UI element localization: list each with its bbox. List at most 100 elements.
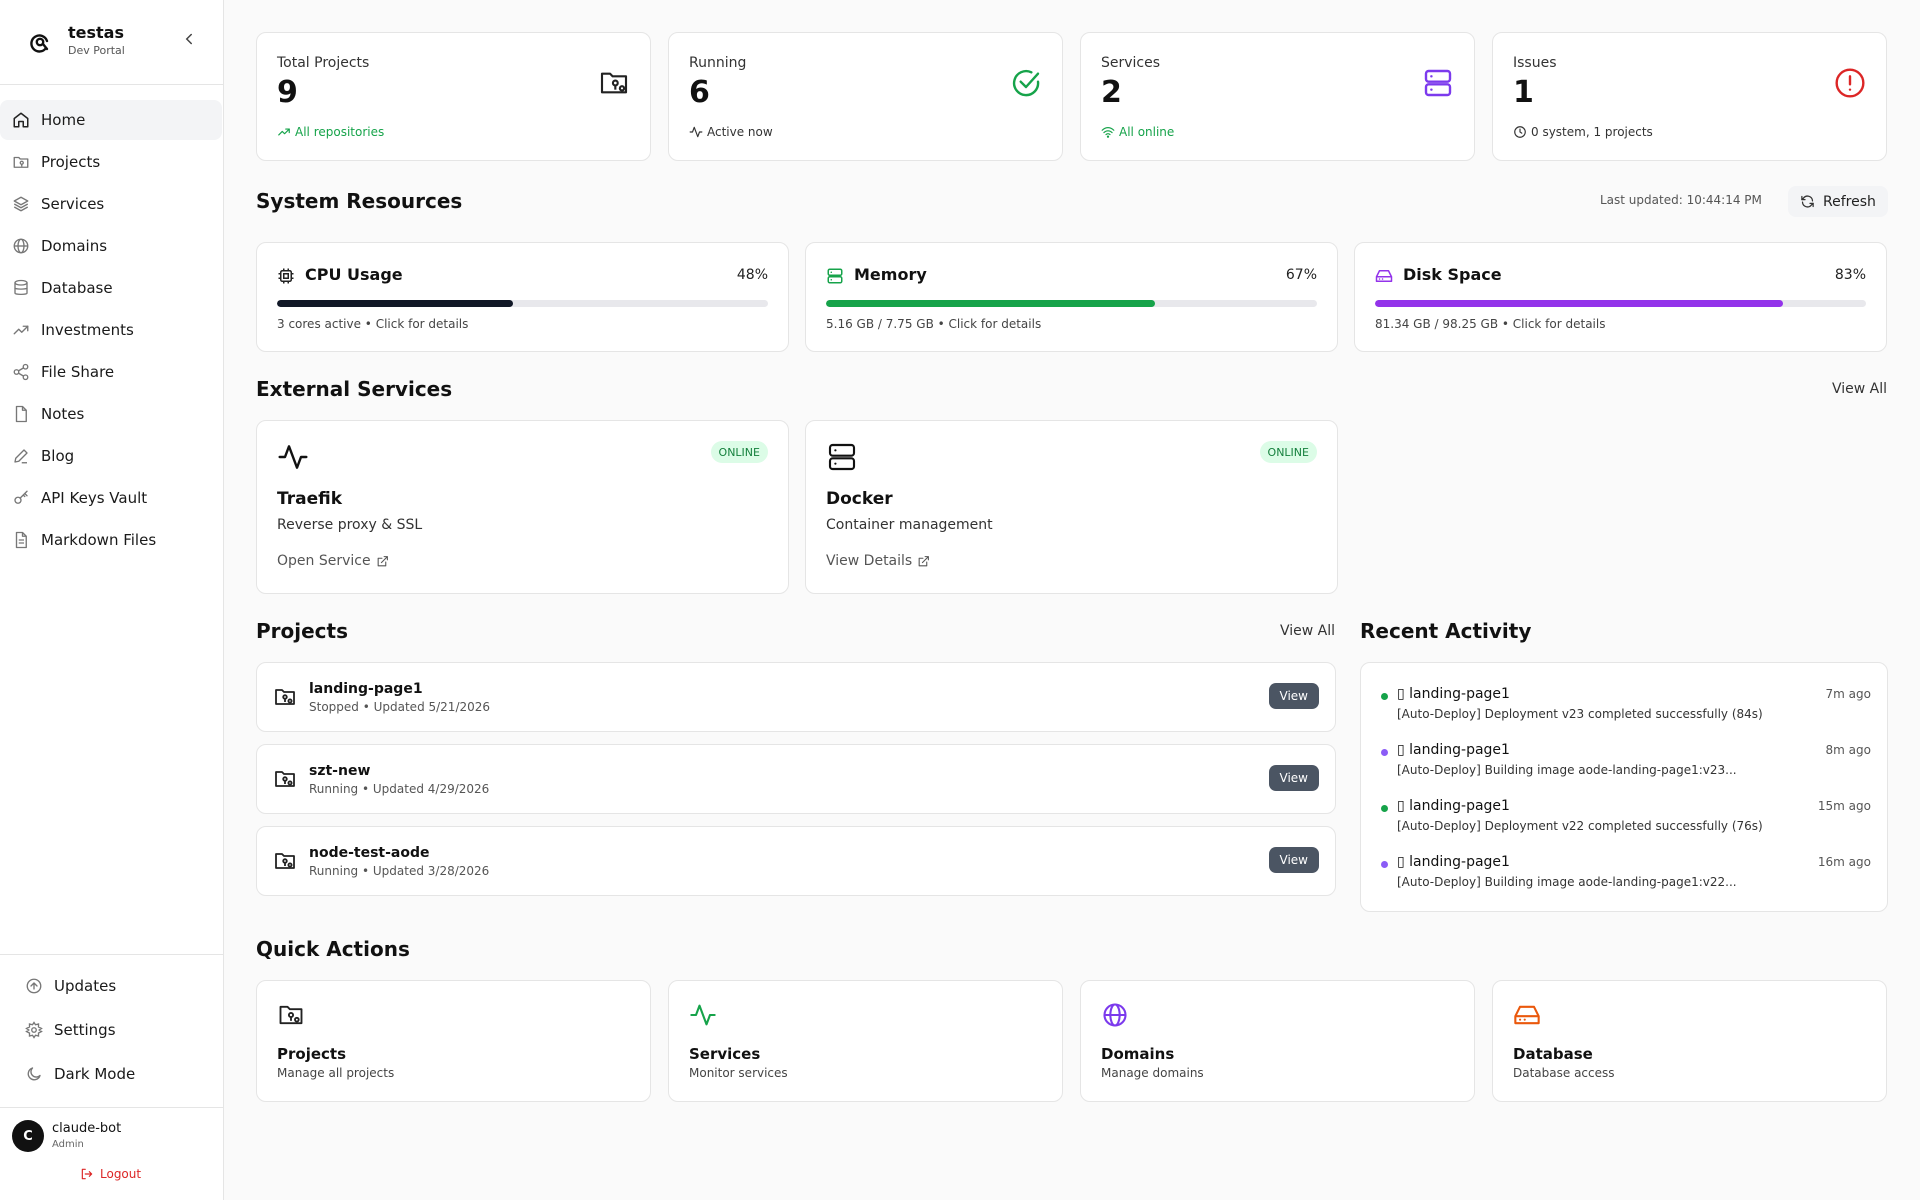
chevron-left-icon[interactable] bbox=[180, 30, 198, 48]
logout-button[interactable]: Logout bbox=[80, 1164, 141, 1184]
quick-action-database[interactable]: Database Database access bbox=[1492, 980, 1887, 1102]
activity-item[interactable]: ▯ landing-page1 15m ago [Auto-Deploy] De… bbox=[1381, 797, 1871, 847]
sidebar-item-services[interactable]: Services bbox=[0, 184, 222, 224]
sidebar-item-projects[interactable]: Projects bbox=[0, 142, 222, 182]
trending-up-icon bbox=[13, 325, 29, 335]
folder-git-icon bbox=[279, 1005, 303, 1025]
resource-detail: 5.16 GB / 7.75 GB • Click for details bbox=[826, 317, 1042, 331]
open-service-label: Open Service bbox=[277, 553, 371, 569]
sidebar-item-api-keys-vault[interactable]: API Keys Vault bbox=[0, 478, 222, 518]
brand-name: testas bbox=[68, 23, 124, 42]
sidebar-item-label: Database bbox=[41, 279, 113, 297]
activity-card: ▯ landing-page1 7m ago [Auto-Deploy] Dep… bbox=[1360, 662, 1888, 912]
activity-item[interactable]: ▯ landing-page1 16m ago [Auto-Deploy] Bu… bbox=[1381, 853, 1871, 903]
project-row-node-test-aode[interactable]: node-test-aode Running • Updated 3/28/20… bbox=[256, 826, 1336, 896]
activity-project: ▯ landing-page1 bbox=[1397, 798, 1510, 814]
external-link-icon bbox=[918, 555, 930, 566]
activity-message: [Auto-Deploy] Building image aode-landin… bbox=[1397, 763, 1737, 777]
section-title-projects: Projects bbox=[256, 619, 349, 643]
key-icon bbox=[14, 490, 28, 504]
view-project-button[interactable]: View bbox=[1268, 847, 1319, 873]
external-view-all-link[interactable]: View All bbox=[1832, 381, 1888, 397]
stat-label: Services bbox=[1101, 55, 1161, 71]
activity-time: 16m ago bbox=[1817, 855, 1871, 869]
project-row-szt-new[interactable]: szt-new Running • Updated 4/29/2026 View bbox=[256, 744, 1336, 814]
resource-card-memory[interactable]: Memory 67% 5.16 GB / 7.75 GB • Click for… bbox=[805, 242, 1338, 352]
project-meta: Running • Updated 4/29/2026 bbox=[309, 782, 490, 796]
service-name: Traefik bbox=[277, 489, 343, 509]
activity-message: [Auto-Deploy] Deployment v22 completed s… bbox=[1397, 819, 1763, 833]
sidebar-item-notes[interactable]: Notes bbox=[0, 394, 222, 434]
project-name: node-test-aode bbox=[309, 845, 430, 861]
section-title-system-resources: System Resources bbox=[256, 189, 463, 213]
resource-detail: 81.34 GB / 98.25 GB • Click for details bbox=[1375, 317, 1606, 331]
sidebar-item-blog[interactable]: Blog bbox=[0, 436, 222, 476]
refresh-button[interactable]: Refresh bbox=[1788, 186, 1888, 217]
view-project-button[interactable]: View bbox=[1268, 683, 1319, 709]
sidebar-divider bbox=[0, 954, 223, 955]
resource-percent: 48% bbox=[736, 267, 768, 283]
sidebar-item-home[interactable]: Home bbox=[0, 100, 222, 140]
quick-action-description: Monitor services bbox=[689, 1066, 788, 1080]
activity-message: [Auto-Deploy] Deployment v23 completed s… bbox=[1397, 707, 1763, 721]
stat-foot: All repositories bbox=[277, 125, 384, 139]
sidebar-item-label: File Share bbox=[41, 363, 115, 381]
gear-icon bbox=[25, 1021, 43, 1039]
service-description: Container management bbox=[826, 517, 993, 533]
activity-dot bbox=[1381, 861, 1388, 868]
stat-card-total-projects: Total Projects 9 All repositories bbox=[256, 32, 651, 161]
sidebar-item-file-share[interactable]: File Share bbox=[0, 352, 222, 392]
sidebar-item-label: Projects bbox=[41, 153, 101, 171]
dark-mode-toggle[interactable]: Dark Mode bbox=[22, 1059, 212, 1089]
resource-card-disk[interactable]: Disk Space 83% 81.34 GB / 98.25 GB • Cli… bbox=[1354, 242, 1887, 352]
refresh-icon bbox=[1801, 195, 1814, 208]
updates-button[interactable]: Updates bbox=[22, 971, 212, 1001]
quick-action-projects[interactable]: Projects Manage all projects bbox=[256, 980, 651, 1102]
view-details-link[interactable]: View Details bbox=[826, 553, 930, 569]
external-link-icon bbox=[377, 555, 388, 566]
service-description: Reverse proxy & SSL bbox=[277, 517, 423, 533]
sidebar-item-markdown-files[interactable]: Markdown Files bbox=[0, 520, 222, 560]
folder-git-icon bbox=[13, 156, 29, 168]
open-service-link[interactable]: Open Service bbox=[277, 553, 389, 569]
trending-up-icon bbox=[278, 128, 290, 136]
stat-value: 1 bbox=[1513, 75, 1534, 110]
sidebar-item-database[interactable]: Database bbox=[0, 268, 222, 308]
quick-action-title: Services bbox=[689, 1045, 761, 1063]
user-role: Admin bbox=[52, 1139, 84, 1150]
resource-title: Disk Space bbox=[1403, 265, 1502, 284]
quick-action-services[interactable]: Services Monitor services bbox=[668, 980, 1063, 1102]
sidebar-item-label: API Keys Vault bbox=[41, 489, 148, 507]
quick-action-domains[interactable]: Domains Manage domains bbox=[1080, 980, 1475, 1102]
sidebar-item-domains[interactable]: Domains bbox=[0, 226, 222, 266]
database-icon bbox=[14, 279, 28, 296]
hard-drive-icon bbox=[1375, 270, 1393, 282]
section-title-quick-actions: Quick Actions bbox=[256, 937, 410, 961]
stat-label: Total Projects bbox=[277, 55, 370, 71]
project-meta: Running • Updated 3/28/2026 bbox=[309, 864, 490, 878]
progress-track bbox=[826, 300, 1317, 307]
quick-action-title: Database bbox=[1513, 1045, 1593, 1063]
share-icon bbox=[13, 363, 29, 381]
status-badge: ONLINE bbox=[710, 441, 768, 463]
activity-item[interactable]: ▯ landing-page1 7m ago [Auto-Deploy] Dep… bbox=[1381, 685, 1871, 735]
settings-button[interactable]: Settings bbox=[22, 1015, 212, 1045]
projects-view-all-link[interactable]: View All bbox=[1280, 623, 1336, 639]
activity-time: 7m ago bbox=[1825, 687, 1871, 701]
activity-dot bbox=[1381, 693, 1388, 700]
folder-git-icon bbox=[275, 771, 295, 787]
service-card-docker: ONLINE Docker Container management View … bbox=[805, 420, 1338, 594]
globe-icon bbox=[13, 238, 29, 254]
service-card-traefik: ONLINE Traefik Reverse proxy & SSL Open … bbox=[256, 420, 789, 594]
activity-item[interactable]: ▯ landing-page1 8m ago [Auto-Deploy] Bui… bbox=[1381, 741, 1871, 791]
stat-label: Issues bbox=[1513, 55, 1557, 71]
view-project-button[interactable]: View bbox=[1268, 765, 1319, 791]
sidebar-item-label: Domains bbox=[41, 237, 108, 255]
layers-icon bbox=[13, 196, 29, 212]
moon-icon bbox=[27, 1067, 41, 1081]
sidebar-item-investments[interactable]: Investments bbox=[0, 310, 222, 350]
resource-card-cpu[interactable]: CPU Usage 48% 3 cores active • Click for… bbox=[256, 242, 789, 352]
folder-git-icon bbox=[600, 72, 628, 94]
home-icon bbox=[13, 112, 29, 128]
project-row-landing-page1[interactable]: landing-page1 Stopped • Updated 5/21/202… bbox=[256, 662, 1336, 732]
